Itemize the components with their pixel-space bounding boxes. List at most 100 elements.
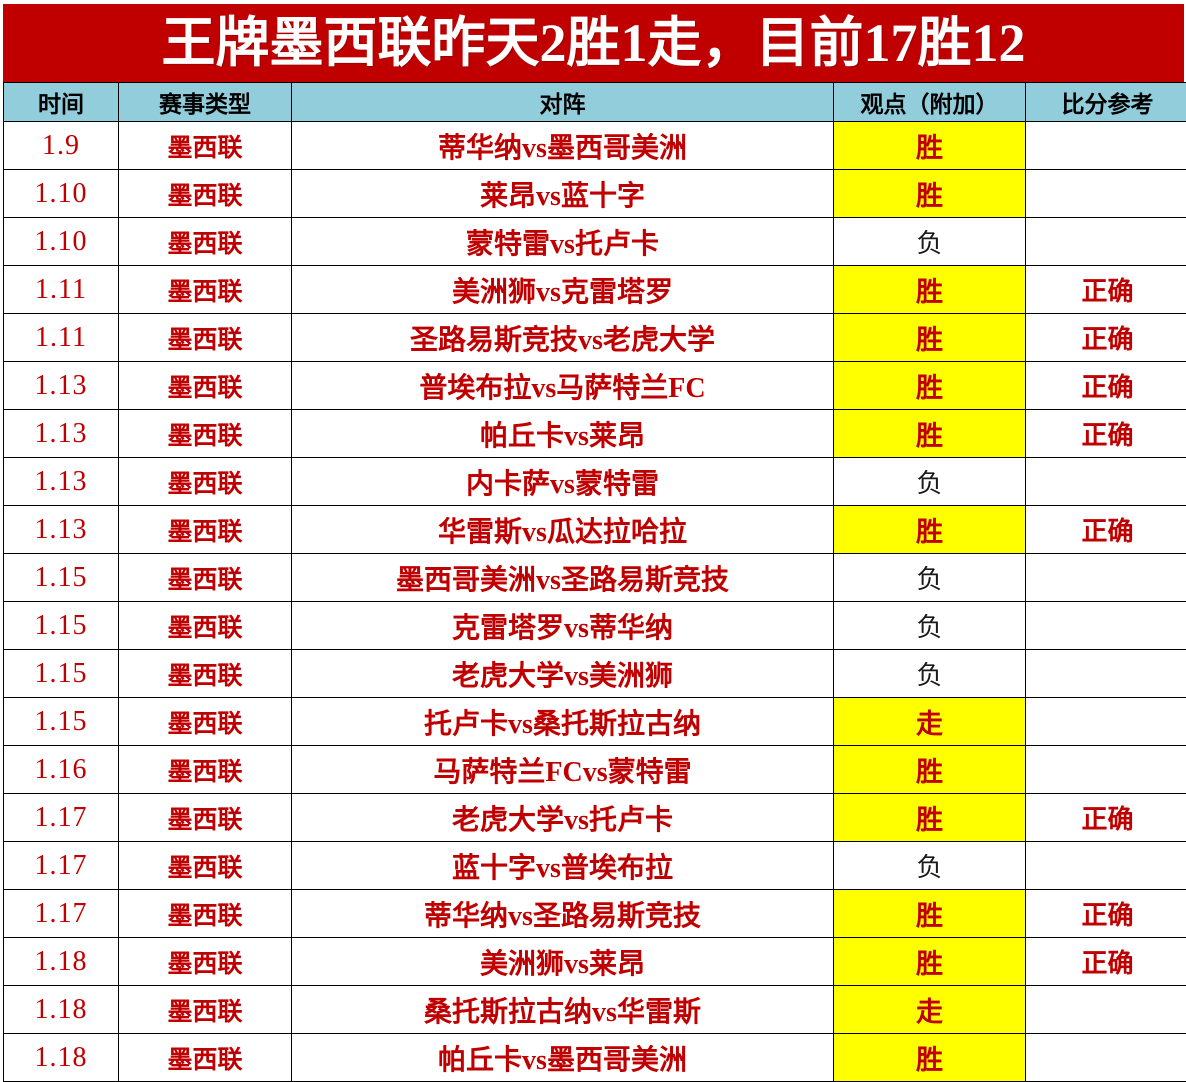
cell-score: 正确	[1026, 506, 1186, 554]
cell-match: 普埃布拉vs马萨特兰FC	[292, 362, 834, 410]
cell-view-highlighted: 胜	[834, 122, 1026, 170]
cell-league: 墨西联	[119, 746, 292, 794]
cell-match: 老虎大学vs托卢卡	[292, 794, 834, 842]
cell-score	[1026, 698, 1186, 746]
cell-time: 1.18	[4, 938, 119, 986]
cell-time: 1.13	[4, 362, 119, 410]
cell-league: 墨西联	[119, 842, 292, 890]
cell-view-highlighted: 走	[834, 986, 1026, 1034]
cell-match: 克雷塔罗vs蒂华纳	[292, 602, 834, 650]
cell-match: 蒂华纳vs圣路易斯竞技	[292, 890, 834, 938]
cell-league: 墨西联	[119, 890, 292, 938]
cell-time: 1.17	[4, 890, 119, 938]
cell-view-highlighted: 胜	[834, 266, 1026, 314]
cell-view-highlighted: 胜	[834, 362, 1026, 410]
column-header-match: 对阵	[292, 83, 834, 122]
cell-league: 墨西联	[119, 458, 292, 506]
cell-league: 墨西联	[119, 266, 292, 314]
cell-time: 1.10	[4, 218, 119, 266]
cell-league: 墨西联	[119, 122, 292, 170]
cell-time: 1.11	[4, 314, 119, 362]
cell-league: 墨西联	[119, 410, 292, 458]
cell-league: 墨西联	[119, 314, 292, 362]
cell-match: 莱昂vs蓝十字	[292, 170, 834, 218]
cell-time: 1.13	[4, 410, 119, 458]
cell-score	[1026, 746, 1186, 794]
cell-match: 蒂华纳vs墨西哥美洲	[292, 122, 834, 170]
cell-score	[1026, 122, 1186, 170]
cell-match: 华雷斯vs瓜达拉哈拉	[292, 506, 834, 554]
cell-match: 美洲狮vs莱昂	[292, 938, 834, 986]
cell-score	[1026, 458, 1186, 506]
cell-view-highlighted: 胜	[834, 794, 1026, 842]
cell-time: 1.9	[4, 122, 119, 170]
cell-time: 1.15	[4, 650, 119, 698]
cell-score: 正确	[1026, 314, 1186, 362]
cell-match: 帕丘卡vs莱昂	[292, 410, 834, 458]
cell-match: 蒙特雷vs托卢卡	[292, 218, 834, 266]
column-header-league: 赛事类型	[119, 83, 292, 122]
cell-view: 负	[834, 554, 1026, 602]
cell-league: 墨西联	[119, 218, 292, 266]
cell-match: 圣路易斯竞技vs老虎大学	[292, 314, 834, 362]
cell-view-highlighted: 胜	[834, 746, 1026, 794]
cell-league: 墨西联	[119, 986, 292, 1034]
cell-score: 正确	[1026, 890, 1186, 938]
cell-time: 1.17	[4, 842, 119, 890]
cell-league: 墨西联	[119, 602, 292, 650]
cell-view-highlighted: 胜	[834, 314, 1026, 362]
cell-time: 1.15	[4, 698, 119, 746]
cell-league: 墨西联	[119, 170, 292, 218]
cell-view-highlighted: 胜	[834, 506, 1026, 554]
cell-score	[1026, 1034, 1186, 1082]
cell-view: 负	[834, 602, 1026, 650]
title-banner: 王牌墨西联昨天2胜1走，目前17胜12	[3, 4, 1184, 82]
cell-time: 1.15	[4, 602, 119, 650]
table-header-row: 时间 赛事类型 对阵 观点（附加） 比分参考	[4, 83, 1186, 122]
column-header-score: 比分参考	[1026, 83, 1186, 122]
cell-time: 1.17	[4, 794, 119, 842]
cell-score: 正确	[1026, 410, 1186, 458]
cell-score	[1026, 602, 1186, 650]
cell-time: 1.18	[4, 986, 119, 1034]
column-header-view: 观点（附加）	[834, 83, 1026, 122]
cell-view: 负	[834, 842, 1026, 890]
page-title: 王牌墨西联昨天2胜1走，目前17胜12	[162, 16, 1026, 70]
cell-league: 墨西联	[119, 938, 292, 986]
cell-time: 1.16	[4, 746, 119, 794]
cell-view-highlighted: 胜	[834, 170, 1026, 218]
cell-match: 托卢卡vs桑托斯拉古纳	[292, 698, 834, 746]
cell-match: 老虎大学vs美洲狮	[292, 650, 834, 698]
cell-match: 桑托斯拉古纳vs华雷斯	[292, 986, 834, 1034]
cell-league: 墨西联	[119, 362, 292, 410]
cell-score: 正确	[1026, 266, 1186, 314]
cell-score	[1026, 554, 1186, 602]
cell-league: 墨西联	[119, 794, 292, 842]
cell-score	[1026, 842, 1186, 890]
cell-view-highlighted: 走	[834, 698, 1026, 746]
cell-time: 1.18	[4, 1034, 119, 1082]
column-header-time: 时间	[4, 83, 119, 122]
cell-league: 墨西联	[119, 1034, 292, 1082]
cell-view-highlighted: 胜	[834, 1034, 1026, 1082]
cell-score: 正确	[1026, 794, 1186, 842]
cell-score: 正确	[1026, 938, 1186, 986]
